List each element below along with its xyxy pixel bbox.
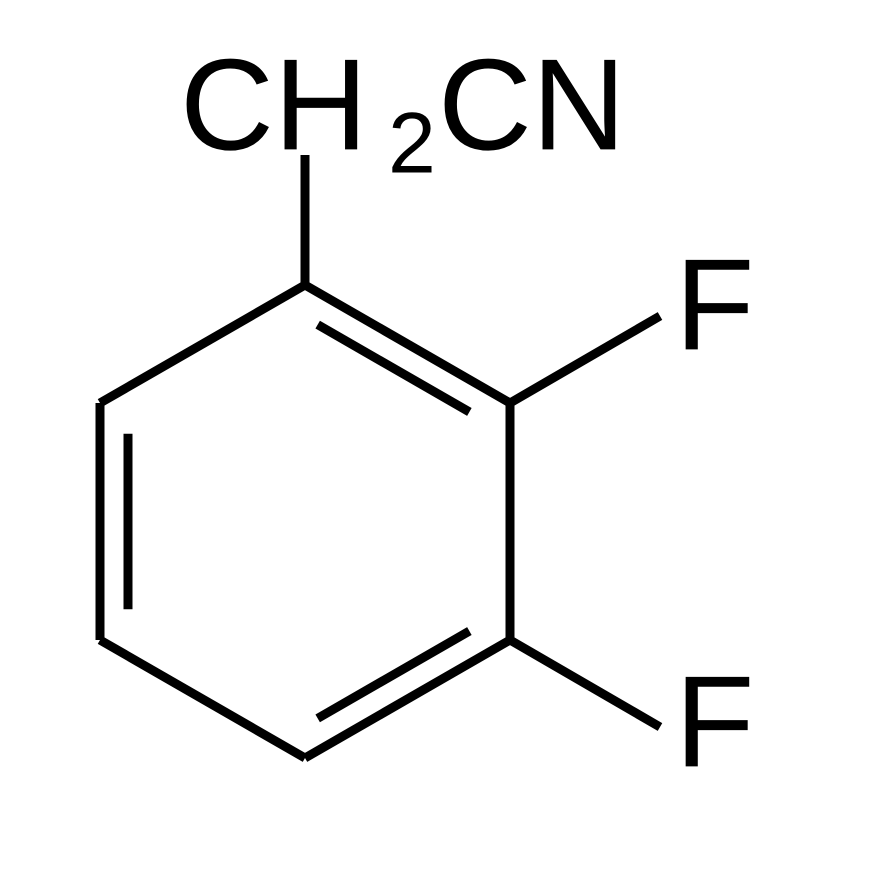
ring-bond — [100, 285, 305, 403]
ring-bond — [305, 640, 510, 758]
bond-to-f-meta — [510, 640, 660, 727]
ring-bond — [100, 640, 305, 758]
label-ch2cn-part-0: CH — [180, 31, 368, 177]
label-ch2cn-part-1: 2 — [388, 96, 436, 192]
bond-to-f-ortho — [510, 316, 660, 403]
label-f-meta: F — [675, 648, 754, 794]
label-ch2cn-part-2: CN — [438, 31, 626, 177]
label-f-ortho: F — [675, 231, 754, 377]
chemical-structure-diagram: CH2CN F F — [0, 0, 890, 890]
ring-bond — [305, 285, 510, 403]
